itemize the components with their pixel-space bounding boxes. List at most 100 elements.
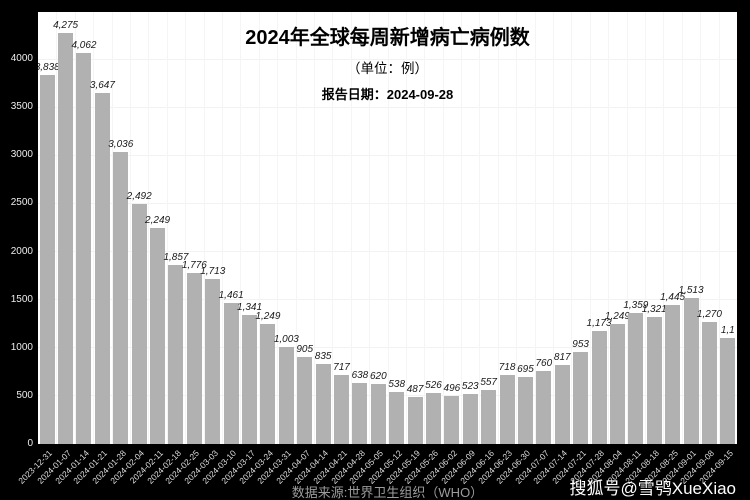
bar-2023-12-31 [39, 74, 55, 444]
gridline-x [258, 12, 260, 444]
bar-value-label: 523 [461, 380, 479, 392]
bar-value-label: 557 [480, 377, 497, 389]
chart-report-date: 报告日期：2024-09-28 [321, 87, 454, 102]
bar-value-label: 835 [314, 350, 332, 362]
gridline-x [129, 12, 131, 444]
gridline-x [332, 12, 334, 444]
bar-value-label: 695 [517, 364, 534, 376]
bar-2024-07-07 [536, 370, 552, 444]
gridline-x [571, 12, 573, 444]
bar-2024-02-18 [168, 265, 184, 444]
gridline-x [369, 12, 371, 444]
gridline-x [608, 12, 610, 444]
y-tick-label: 500 [16, 389, 33, 401]
y-tick-label: 2500 [10, 197, 33, 209]
watermark-text: 搜狐号@雪鸮XueXiao [569, 479, 736, 498]
bar-value-label: 1,776 [181, 260, 207, 272]
data-source-text: 数据来源:世界卫生组织（WHO） [291, 485, 484, 500]
bar-2024-01-14 [76, 53, 92, 444]
bar-value-label: 638 [351, 369, 369, 381]
bar-value-label: 1,461 [218, 290, 244, 302]
bar-2024-06-23 [499, 374, 515, 444]
bar-2024-06-02 [444, 396, 460, 444]
bar-value-label: 4,062 [71, 40, 97, 52]
bar-2024-02-11 [150, 227, 166, 444]
y-tick-label: 1500 [10, 293, 33, 305]
gridline-x [461, 12, 463, 444]
gridline-x [405, 12, 407, 444]
gridline-x [313, 12, 315, 444]
bar-2024-08-04 [609, 323, 625, 444]
gridline-x [663, 12, 665, 444]
gridline-x [295, 12, 297, 444]
bar-value-label: 538 [388, 379, 406, 391]
gridline-x [681, 12, 683, 444]
bar-2024-03-03 [205, 279, 221, 444]
bar-value-label: 1,270 [696, 308, 722, 320]
gridline-x [626, 12, 628, 444]
gridline-x [93, 12, 95, 444]
gridline-x [240, 12, 242, 444]
bar-value-label: 1,321 [641, 303, 667, 315]
bar-value-label: 620 [369, 371, 387, 383]
bar-value-label: 1,1 [720, 325, 735, 337]
bar-2024-08-18 [646, 316, 662, 444]
y-tick-label: 1000 [10, 341, 33, 353]
bar-2024-04-28 [352, 382, 368, 444]
bar-value-label: 1,513 [678, 285, 704, 297]
gridline-x [589, 12, 591, 444]
bar-value-label: 4,275 [53, 19, 79, 31]
bar-2024-07-21 [573, 352, 589, 444]
bar-2024-06-30 [517, 377, 533, 444]
gridline-x [442, 12, 444, 444]
chart-title: 2024年全球每周新增病亡病例数 [245, 27, 530, 49]
gridline-x [111, 12, 113, 444]
bar-value-label: 487 [406, 384, 424, 396]
gridline-x [424, 12, 426, 444]
gridline-x [185, 12, 187, 444]
bar-value-label: 1,249 [255, 310, 281, 322]
bar-value-label: 1,003 [273, 334, 299, 346]
bar-value-label: 2,249 [145, 214, 171, 226]
bar-2024-08-11 [628, 313, 644, 444]
bar-value-label: 2,492 [126, 191, 152, 203]
bar-value-label: 1,713 [200, 266, 226, 278]
bar-2024-03-31 [278, 347, 294, 444]
gridline-x [645, 12, 647, 444]
gridline-x [553, 12, 555, 444]
bar-2024-08-25 [665, 304, 681, 444]
gridline-x [277, 12, 279, 444]
bar-value-label: 496 [443, 383, 461, 395]
bar-value-label: 1,445 [660, 291, 686, 303]
bar-value-label: 1,359 [623, 300, 649, 312]
bar-value-label: 717 [333, 361, 350, 373]
bar-2024-03-10 [223, 303, 239, 444]
gridline-x [166, 12, 168, 444]
gridline-x [56, 12, 58, 444]
gridline-x [516, 12, 518, 444]
bar-2024-03-24 [260, 323, 276, 444]
bar-value-label: 1,341 [237, 301, 263, 313]
gridline-x [700, 12, 702, 444]
bar-2024-04-21 [334, 375, 349, 444]
y-tick-label: 0 [27, 438, 33, 449]
gridline-x [387, 12, 389, 444]
bar-value-label: 817 [553, 352, 571, 364]
y-tick-label: 3500 [10, 101, 33, 113]
bar-value-label: 905 [296, 343, 314, 355]
gridline-x [350, 12, 352, 444]
bar-2024-03-17 [242, 314, 258, 444]
bar-2024-06-16 [481, 390, 497, 444]
bar-value-label: 3,838 [38, 61, 60, 73]
bar-value-label: 953 [572, 339, 589, 351]
title-block: 2024年全球每周新增病亡病例数 （单位：例） 报告日期：2024-09-28 [38, 0, 737, 103]
bar-2024-02-04 [131, 204, 147, 444]
bar-2024-02-25 [186, 273, 202, 444]
gridline-x [534, 12, 536, 444]
bar-value-label: 718 [498, 361, 516, 373]
bar-value-label: 1,249 [604, 310, 630, 322]
bar-2024-07-28 [591, 331, 607, 444]
bar-2024-01-07 [58, 32, 74, 444]
plot-area: 3,838 4,275 4,062 3,647 3,036 2,492 2,249 1,857… [38, 12, 737, 444]
